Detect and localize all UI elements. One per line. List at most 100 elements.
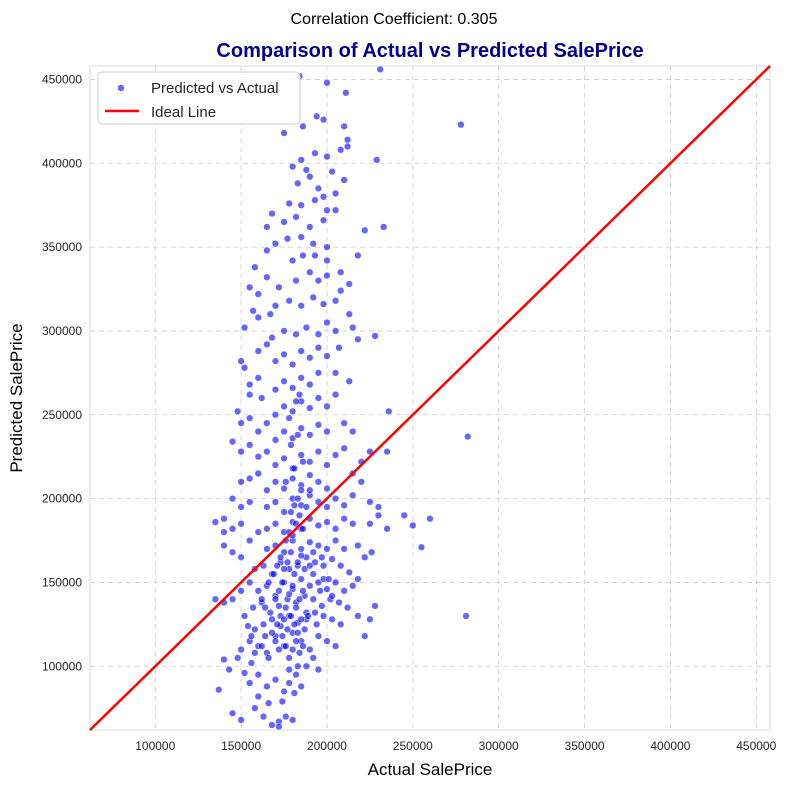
data-point bbox=[220, 655, 228, 664]
data-point bbox=[314, 632, 323, 640]
data-point bbox=[280, 327, 288, 335]
y-tick-label: 250000 bbox=[42, 408, 82, 422]
data-point bbox=[302, 503, 311, 511]
data-point bbox=[371, 332, 379, 340]
data-point bbox=[337, 146, 345, 154]
data-point bbox=[280, 565, 288, 573]
data-point bbox=[287, 508, 295, 516]
data-point bbox=[314, 184, 323, 193]
data-point bbox=[319, 562, 328, 570]
data-point bbox=[313, 112, 321, 120]
data-point bbox=[311, 608, 319, 617]
data-point bbox=[383, 448, 391, 456]
x-tick-label: 350000 bbox=[565, 739, 605, 753]
data-point bbox=[263, 503, 271, 511]
data-point bbox=[271, 302, 280, 310]
data-point bbox=[373, 156, 381, 164]
data-point bbox=[220, 541, 228, 550]
data-point bbox=[271, 357, 280, 365]
data-point bbox=[264, 654, 273, 662]
data-point bbox=[314, 578, 323, 587]
data-point bbox=[383, 525, 391, 533]
data-point bbox=[300, 625, 309, 634]
data-point bbox=[271, 411, 280, 419]
data-point bbox=[285, 297, 293, 305]
data-point bbox=[464, 432, 472, 441]
data-point bbox=[275, 722, 283, 731]
x-tick-label: 450000 bbox=[736, 739, 776, 753]
y-tick-label: 150000 bbox=[42, 575, 82, 589]
data-point bbox=[299, 458, 307, 466]
data-point bbox=[323, 206, 331, 214]
y-tick-label: 350000 bbox=[42, 240, 82, 254]
data-point bbox=[270, 570, 278, 578]
data-point bbox=[349, 323, 357, 332]
data-point bbox=[254, 374, 262, 382]
y-tick-label: 400000 bbox=[42, 156, 82, 170]
data-point bbox=[271, 498, 280, 506]
data-point bbox=[299, 642, 307, 650]
data-point bbox=[311, 251, 319, 260]
data-point bbox=[319, 193, 328, 201]
data-point bbox=[215, 686, 223, 694]
x-tick-label: 200000 bbox=[307, 739, 347, 753]
data-point bbox=[306, 538, 314, 546]
data-point bbox=[271, 676, 280, 684]
data-point bbox=[251, 649, 259, 657]
data-point bbox=[304, 612, 312, 620]
data-point bbox=[234, 407, 242, 416]
data-point bbox=[285, 199, 293, 208]
data-point bbox=[288, 582, 297, 590]
data-point bbox=[343, 142, 352, 151]
data-point bbox=[292, 637, 300, 645]
data-point bbox=[278, 697, 286, 706]
data-point bbox=[366, 498, 374, 506]
data-point bbox=[254, 347, 262, 355]
data-point bbox=[417, 543, 426, 551]
data-point bbox=[254, 290, 262, 298]
data-point bbox=[268, 721, 276, 729]
data-point bbox=[237, 587, 245, 595]
data-point bbox=[314, 276, 323, 285]
data-point bbox=[263, 448, 271, 456]
data-point bbox=[331, 297, 340, 305]
data-point bbox=[237, 478, 245, 486]
x-axis-label: Actual SalePrice bbox=[368, 760, 493, 779]
data-point bbox=[237, 503, 245, 511]
data-point bbox=[309, 293, 317, 302]
data-point bbox=[240, 669, 249, 677]
data-point bbox=[288, 256, 297, 265]
data-point bbox=[331, 536, 340, 545]
data-point bbox=[276, 553, 285, 561]
data-point bbox=[271, 240, 280, 248]
data-point bbox=[273, 620, 281, 629]
data-point bbox=[237, 520, 245, 528]
data-point bbox=[237, 448, 245, 456]
x-tick-label: 300000 bbox=[479, 739, 519, 753]
data-point bbox=[266, 608, 274, 617]
y-tick-label: 100000 bbox=[42, 659, 82, 673]
data-point bbox=[302, 166, 311, 174]
data-point bbox=[254, 671, 262, 679]
data-point bbox=[331, 390, 340, 399]
data-point bbox=[288, 434, 297, 442]
data-point bbox=[297, 374, 305, 382]
data-point bbox=[271, 478, 280, 486]
data-point bbox=[331, 206, 340, 214]
data-point bbox=[285, 679, 293, 687]
data-point bbox=[426, 515, 434, 523]
data-point bbox=[323, 79, 331, 87]
data-point bbox=[331, 327, 340, 335]
data-point bbox=[340, 501, 348, 509]
data-point bbox=[306, 562, 314, 570]
data-point bbox=[323, 503, 331, 511]
data-point bbox=[240, 612, 249, 620]
data-point bbox=[316, 587, 324, 595]
data-point bbox=[314, 665, 323, 674]
data-point bbox=[278, 632, 286, 640]
data-point bbox=[325, 575, 333, 583]
data-point bbox=[318, 602, 326, 610]
data-point bbox=[319, 612, 328, 620]
data-point bbox=[240, 364, 249, 372]
data-point bbox=[306, 173, 314, 181]
